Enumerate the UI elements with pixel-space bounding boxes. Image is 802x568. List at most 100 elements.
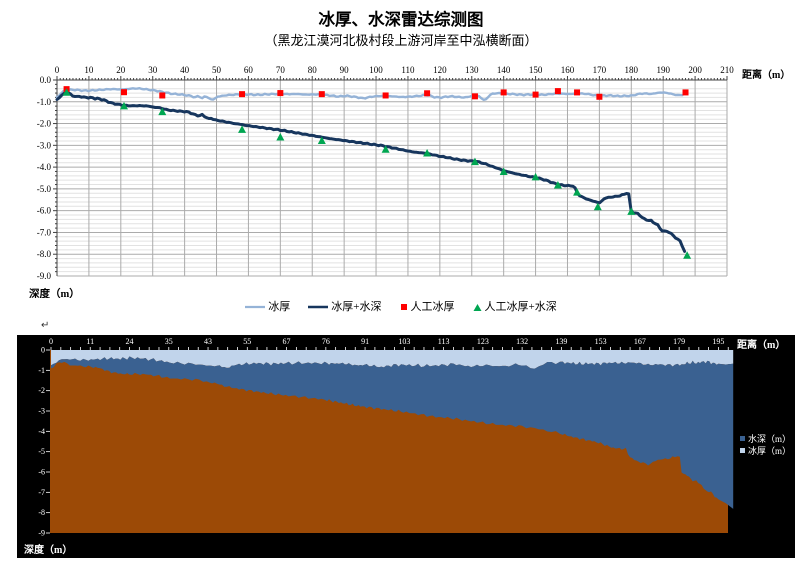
y-tick-label: -8.0 xyxy=(37,249,52,259)
y-tick-label: -1.0 xyxy=(37,97,52,107)
x-tick-label: 123 xyxy=(477,337,489,346)
marker-triangle xyxy=(627,207,636,215)
y-tick-label: -6.0 xyxy=(37,206,52,216)
area-ice xyxy=(51,350,734,369)
y-tick-label: -9 xyxy=(38,529,45,538)
x-tick-label: 120 xyxy=(433,65,447,75)
x-tick-label: 90 xyxy=(340,65,350,75)
x-tick-label: 103 xyxy=(398,337,410,346)
series-line-冰厚+水深 xyxy=(55,91,687,253)
marker-square xyxy=(471,93,478,100)
y-tick-label: 0.0 xyxy=(40,75,52,85)
y-tick-label: -4 xyxy=(38,427,45,436)
legend-label: 冰厚 xyxy=(268,300,291,313)
y-tick-label: -2.0 xyxy=(37,119,52,129)
legend-label: 人工冰厚+水深 xyxy=(484,300,557,313)
marker-triangle xyxy=(531,172,540,181)
marker-triangle xyxy=(553,180,562,189)
y-tick-label: -3 xyxy=(38,407,45,416)
line-chart-ice-water-depth: 冰厚、水深雷达综测图 （黑龙江漠河北极村段上游河岸至中泓横断面） 0 10 20 30… xyxy=(29,9,790,298)
y-tick-label: -5 xyxy=(38,447,45,456)
x-tick-label: 110 xyxy=(401,65,415,75)
y-tick-label: -1 xyxy=(38,366,45,375)
x-tick-label: 76 xyxy=(322,337,330,346)
marker-square xyxy=(500,89,507,96)
marker-triangle xyxy=(499,167,508,175)
stacked-area-chart-water-ice: 0 11 24 35 43 55 67 76 91 103 113 123 132 139 153 167 17… xyxy=(17,335,795,558)
marker-square xyxy=(159,92,166,99)
legend-label: 人工冰厚 xyxy=(410,300,455,313)
area-water xyxy=(51,356,734,509)
x-tick-label: 167 xyxy=(634,337,646,346)
x-tick-label: 179 xyxy=(673,337,685,346)
x-tick-label: 50 xyxy=(212,65,222,75)
x-tick-label: 60 xyxy=(244,65,254,75)
paragraph-mark: ↵ xyxy=(41,320,50,331)
legend-item-ice-water: 冰厚+水深 xyxy=(308,300,382,313)
marker-triangle xyxy=(470,157,479,166)
x-tick-label: 180 xyxy=(625,65,639,75)
x-tick-label: 70 xyxy=(276,65,286,75)
x-axis-title: 距离（m） xyxy=(742,68,790,81)
axes xyxy=(53,76,728,276)
marker-triangle xyxy=(120,101,128,110)
total-line-swatch xyxy=(308,305,329,309)
y-tick-label: -9.0 xyxy=(37,271,52,281)
legend-label: 水深（m） xyxy=(748,433,791,444)
x-tick-label: 24 xyxy=(126,337,134,346)
marker-triangle xyxy=(573,188,582,196)
marker-triangle xyxy=(276,133,285,141)
x-tick-label: 55 xyxy=(243,337,251,346)
marker-square xyxy=(277,90,284,97)
x-axis-title: 距离（m） xyxy=(737,338,785,351)
marker-triangle xyxy=(683,251,692,259)
x-tick-label: 91 xyxy=(361,337,369,346)
legend-label: 冰厚+水深 xyxy=(331,300,382,313)
green-triangle-swatch xyxy=(473,303,481,311)
bottom-chart-legend: 水深（m） 冰厚（m） xyxy=(740,433,791,456)
legend-item-ice: 冰厚 xyxy=(245,300,291,313)
y-axis-title: 深度（m） xyxy=(24,543,72,556)
x-tick-label: 195 xyxy=(712,337,724,346)
y-tick-label: -4.0 xyxy=(37,162,52,172)
y-tick-label: 0 xyxy=(41,346,45,355)
marker-square xyxy=(554,88,561,95)
x-tick-label: 113 xyxy=(438,337,450,346)
y-tick-label: -3.0 xyxy=(37,140,52,150)
x-tick-label: 10 xyxy=(84,65,94,75)
x-tick-label: 67 xyxy=(283,337,291,346)
x-tick-label: 11 xyxy=(86,337,94,346)
series-line-冰厚 xyxy=(55,86,684,102)
x-tick-label: 43 xyxy=(204,337,212,346)
chart-subtitle: （黑龙江漠河北极村段上游河岸至中泓横断面） xyxy=(264,33,537,48)
marker-square xyxy=(382,92,389,99)
x-tick-label: 190 xyxy=(656,65,670,75)
x-tick-label: 210 xyxy=(720,65,734,75)
marker-square xyxy=(574,89,581,96)
x-tick-label: 130 xyxy=(465,65,479,75)
gridlines xyxy=(57,80,728,277)
x-tick-label: 40 xyxy=(180,65,190,75)
y-tick-labels: 0.0 -1.0 -2.0 -3.0 -4.0 -5.0 -6.0 -7.0 -8.0 -9.0 xyxy=(37,75,52,281)
legend-item-manual-ice: 人工冰厚 xyxy=(400,300,455,313)
x-tick-label: 140 xyxy=(497,65,511,75)
y-tick-label: -6 xyxy=(38,468,45,477)
y-tick-label: -7.0 xyxy=(37,227,52,237)
marker-triangle xyxy=(158,107,167,116)
x-tick-label: 100 xyxy=(369,65,383,75)
x-tick-label: 160 xyxy=(561,65,575,75)
top-chart-legend: 冰厚 冰厚+水深 人工冰厚 人工冰厚+水深 xyxy=(0,299,802,315)
red-square-swatch xyxy=(400,304,407,310)
x-tick-label: 80 xyxy=(308,65,318,75)
marker-triangle xyxy=(62,88,71,96)
x-tick-label: 0 xyxy=(49,337,53,346)
y-tick-label: -2 xyxy=(38,386,45,395)
marker-triangle xyxy=(381,145,390,153)
y-axis: 0 -1 -2 -3 -4 -5 -6 -7 -8 -9 xyxy=(38,346,50,538)
marker-square xyxy=(239,91,246,98)
y-tick-label: -8 xyxy=(38,508,45,517)
ice-line-swatch xyxy=(245,305,266,309)
marker-square xyxy=(318,91,325,98)
x-tick-label: 153 xyxy=(595,337,607,346)
x-tick-label: 30 xyxy=(148,65,158,75)
